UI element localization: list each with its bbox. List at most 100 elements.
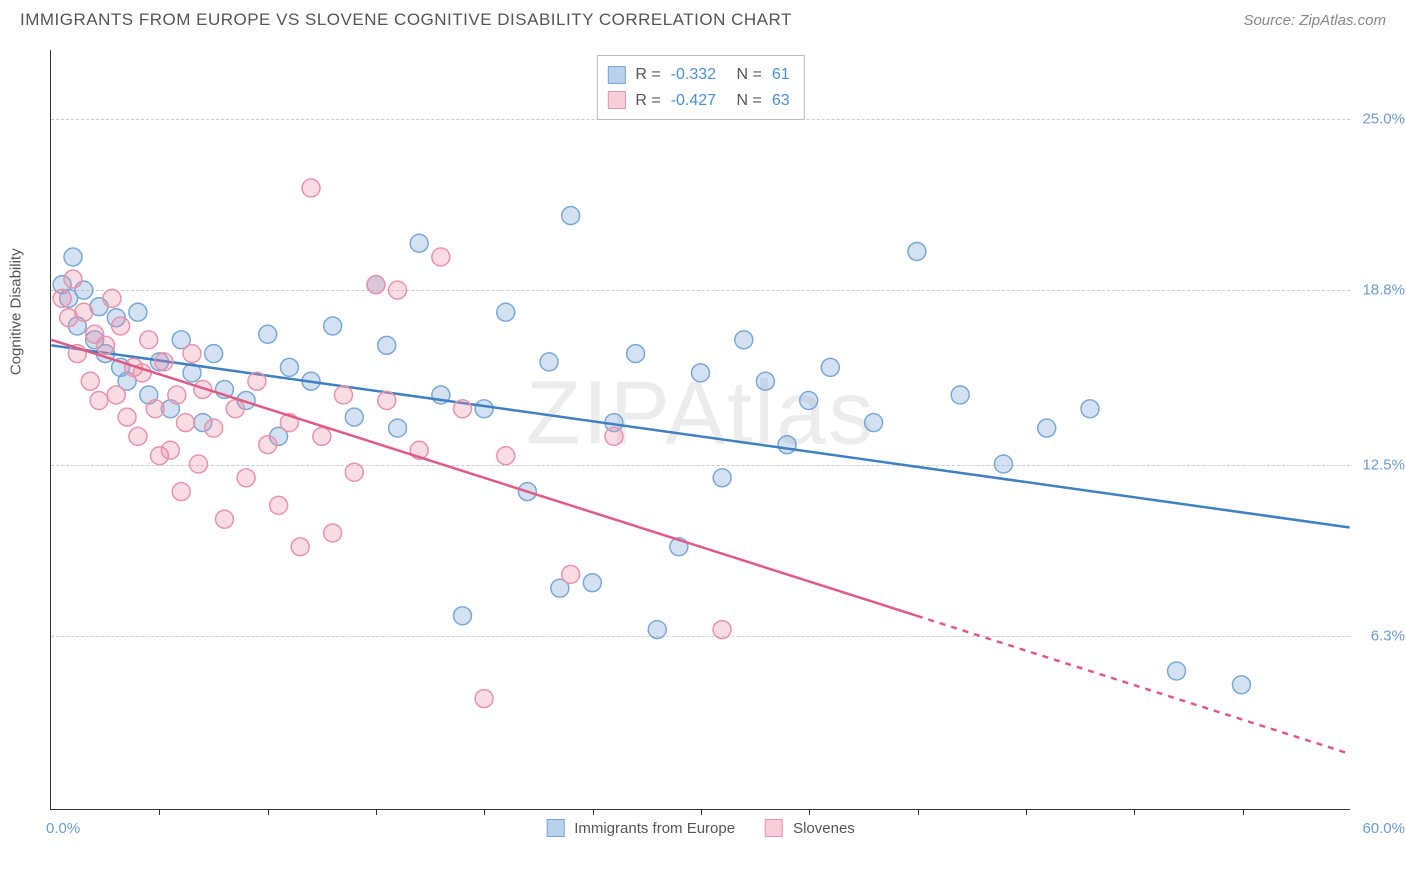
scatter-point bbox=[389, 419, 407, 437]
scatter-point bbox=[1038, 419, 1056, 437]
scatter-point bbox=[345, 408, 363, 426]
x-tick bbox=[159, 809, 160, 815]
scatter-point bbox=[96, 336, 114, 354]
scatter-point bbox=[183, 345, 201, 363]
scatter-point bbox=[389, 281, 407, 299]
scatter-point bbox=[1081, 400, 1099, 418]
scatter-point bbox=[118, 408, 136, 426]
scatter-point bbox=[313, 427, 331, 445]
y-axis-title: Cognitive Disability bbox=[8, 248, 25, 375]
stats-legend-row: R = -0.332 N = 61 bbox=[607, 62, 793, 88]
x-tick bbox=[593, 809, 594, 815]
scatter-point bbox=[627, 345, 645, 363]
stat-r-label: R = bbox=[635, 88, 660, 114]
scatter-point bbox=[1168, 662, 1186, 680]
scatter-point bbox=[168, 386, 186, 404]
chart-source: Source: ZipAtlas.com bbox=[1243, 12, 1386, 29]
scatter-point bbox=[540, 353, 558, 371]
x-tick bbox=[809, 809, 810, 815]
scatter-point bbox=[172, 483, 190, 501]
scatter-point bbox=[994, 455, 1012, 473]
stat-n-label: N = bbox=[737, 62, 762, 88]
x-tick bbox=[484, 809, 485, 815]
scatter-point bbox=[81, 372, 99, 390]
scatter-point bbox=[237, 469, 255, 487]
chart-header: IMMIGRANTS FROM EUROPE VS SLOVENE COGNIT… bbox=[0, 0, 1406, 35]
x-axis-min-label: 0.0% bbox=[46, 820, 80, 837]
legend-label: Immigrants from Europe bbox=[574, 820, 735, 837]
scatter-point bbox=[140, 331, 158, 349]
scatter-point bbox=[648, 621, 666, 639]
scatter-point bbox=[713, 621, 731, 639]
scatter-point bbox=[291, 538, 309, 556]
scatter-point bbox=[64, 248, 82, 266]
swatch-icon bbox=[546, 819, 564, 837]
legend-label: Slovenes bbox=[793, 820, 855, 837]
stats-legend-row: R = -0.427 N = 63 bbox=[607, 88, 793, 114]
scatter-point bbox=[107, 386, 125, 404]
x-tick bbox=[1243, 809, 1244, 815]
scatter-point bbox=[129, 427, 147, 445]
scatter-point bbox=[453, 400, 471, 418]
scatter-point bbox=[205, 345, 223, 363]
scatter-point bbox=[865, 414, 883, 432]
stat-r-label: R = bbox=[635, 62, 660, 88]
scatter-point bbox=[324, 524, 342, 542]
scatter-point bbox=[692, 364, 710, 382]
stat-n-value: 63 bbox=[772, 88, 790, 114]
scatter-point bbox=[562, 207, 580, 225]
scatter-point bbox=[821, 358, 839, 376]
y-tick-label: 12.5% bbox=[1355, 456, 1405, 473]
x-tick bbox=[1134, 809, 1135, 815]
scatter-point bbox=[735, 331, 753, 349]
scatter-point bbox=[1232, 676, 1250, 694]
legend-item: Immigrants from Europe bbox=[546, 819, 735, 837]
scatter-point bbox=[951, 386, 969, 404]
scatter-point bbox=[248, 372, 266, 390]
scatter-point bbox=[270, 496, 288, 514]
y-tick-label: 25.0% bbox=[1355, 111, 1405, 128]
scatter-point bbox=[155, 353, 173, 371]
scatter-point bbox=[280, 358, 298, 376]
stat-r-value: -0.332 bbox=[671, 62, 716, 88]
regression-line bbox=[51, 340, 917, 616]
stat-n-value: 61 bbox=[772, 62, 790, 88]
scatter-point bbox=[302, 179, 320, 197]
scatter-svg bbox=[51, 50, 1350, 809]
scatter-point bbox=[378, 336, 396, 354]
swatch-icon bbox=[607, 91, 625, 109]
bottom-legend: Immigrants from Europe Slovenes bbox=[546, 819, 855, 837]
scatter-point bbox=[583, 574, 601, 592]
scatter-point bbox=[177, 414, 195, 432]
scatter-point bbox=[713, 469, 731, 487]
scatter-point bbox=[226, 400, 244, 418]
stat-r-value: -0.427 bbox=[671, 88, 716, 114]
scatter-point bbox=[53, 289, 71, 307]
scatter-point bbox=[410, 234, 428, 252]
scatter-point bbox=[756, 372, 774, 390]
scatter-point bbox=[146, 400, 164, 418]
x-tick bbox=[268, 809, 269, 815]
scatter-point bbox=[259, 436, 277, 454]
scatter-point bbox=[112, 317, 130, 335]
scatter-point bbox=[75, 303, 93, 321]
x-tick bbox=[376, 809, 377, 815]
x-tick bbox=[1026, 809, 1027, 815]
swatch-icon bbox=[607, 66, 625, 84]
scatter-point bbox=[378, 392, 396, 410]
scatter-point bbox=[800, 392, 818, 410]
scatter-point bbox=[129, 303, 147, 321]
stats-legend-box: R = -0.332 N = 61 R = -0.427 N = 63 bbox=[596, 55, 804, 120]
scatter-point bbox=[324, 317, 342, 335]
swatch-icon bbox=[765, 819, 783, 837]
scatter-point bbox=[190, 455, 208, 473]
chart-plot-area: Cognitive Disability ZIPAtlas R = -0.332… bbox=[50, 50, 1350, 810]
scatter-point bbox=[453, 607, 471, 625]
regression-line-dashed bbox=[917, 616, 1350, 754]
legend-item: Slovenes bbox=[765, 819, 855, 837]
scatter-point bbox=[475, 400, 493, 418]
scatter-point bbox=[908, 242, 926, 260]
scatter-point bbox=[334, 386, 352, 404]
stat-n-label: N = bbox=[737, 88, 762, 114]
x-tick bbox=[701, 809, 702, 815]
